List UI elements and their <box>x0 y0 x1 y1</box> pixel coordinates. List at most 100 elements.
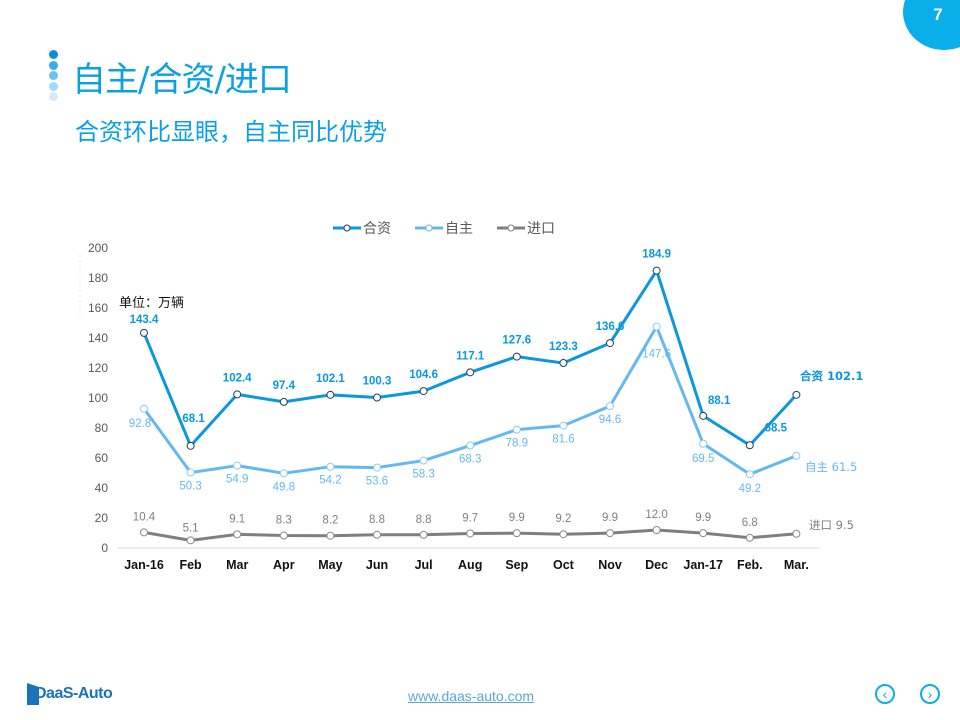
y-tick-label: 100 <box>88 391 108 405</box>
data-point-marker <box>512 352 521 361</box>
x-tick-label: Feb <box>179 558 202 572</box>
data-point-marker <box>792 529 801 538</box>
data-label: 117.1 <box>456 350 485 362</box>
data-label: 68.5 <box>765 422 788 434</box>
data-point-marker <box>606 529 614 538</box>
data-point-marker <box>512 425 521 434</box>
legend-label: 进口 <box>527 221 555 237</box>
page-title: 自主/合资/进口 <box>72 60 292 100</box>
data-point-marker <box>140 404 148 413</box>
data-point-marker <box>699 411 708 420</box>
data-point-marker <box>699 529 708 538</box>
y-tick-label: 80 <box>95 421 109 435</box>
data-point-marker <box>559 421 568 430</box>
data-label: 104.6 <box>409 369 438 381</box>
page-subtitle: 合资环比显眼，自主同比优势 <box>75 118 387 146</box>
data-label: 68.1 <box>182 413 205 425</box>
data-label: 97.4 <box>273 380 296 392</box>
x-tick-label: Dec <box>645 558 668 572</box>
website-link[interactable]: www.daas-auto.com <box>408 688 535 704</box>
data-point-marker <box>699 439 708 448</box>
series-end-label: 合资 102.1 <box>800 369 863 383</box>
data-label: 50.3 <box>179 481 201 493</box>
y-tick-label: 180 <box>88 271 108 285</box>
data-point-marker <box>606 339 614 348</box>
chevron-right-icon: › <box>927 686 933 702</box>
x-tick-label: Mar <box>226 558 248 572</box>
decoration-dot <box>49 92 58 101</box>
data-point-marker <box>466 368 475 377</box>
prev-slide-button[interactable]: ‹ <box>875 684 895 704</box>
data-label: 92.8 <box>129 418 151 430</box>
x-tick-label: Oct <box>553 558 575 572</box>
data-point-marker <box>373 463 381 472</box>
decoration-dot <box>49 60 58 70</box>
data-point-marker <box>652 322 661 331</box>
data-point-marker <box>279 469 288 478</box>
legend-label: 自主 <box>445 221 473 237</box>
data-label: 94.6 <box>599 414 621 426</box>
legend-label: 合资 <box>363 221 391 237</box>
unit-label: 单位：万辆 <box>119 296 185 311</box>
series-end-label: 进口 9.5 <box>809 518 854 532</box>
data-point-marker <box>745 533 754 542</box>
x-tick-label: Aug <box>458 558 482 572</box>
y-tick-label: 0 <box>101 541 108 555</box>
data-point-marker <box>745 441 754 450</box>
data-label: 9.2 <box>555 513 571 525</box>
data-label: 88.1 <box>708 395 731 407</box>
data-point-marker <box>233 390 242 399</box>
series-end-label: 自主 61.5 <box>805 460 857 474</box>
data-label: 123.3 <box>549 341 578 353</box>
data-label: 54.2 <box>319 475 341 487</box>
data-point-marker <box>606 402 614 411</box>
data-point-marker <box>466 529 475 538</box>
data-point-marker <box>419 387 428 396</box>
data-point-marker <box>559 359 568 368</box>
data-point-marker <box>279 531 288 540</box>
data-label: 9.9 <box>509 512 525 524</box>
data-label: 58.3 <box>412 469 434 481</box>
data-label: 69.5 <box>692 453 714 465</box>
data-point-marker <box>186 441 195 450</box>
data-label: 6.8 <box>742 517 758 529</box>
x-tick-label: May <box>318 558 342 572</box>
data-point-marker <box>512 529 521 538</box>
data-point-marker <box>326 462 335 471</box>
data-point-marker <box>652 526 661 534</box>
data-point-marker <box>559 530 568 539</box>
x-tick-label: Feb. <box>737 558 763 572</box>
data-point-marker <box>233 530 242 539</box>
y-tick-label: 160 <box>88 301 108 315</box>
data-label: 9.9 <box>695 512 711 524</box>
decoration-dot <box>49 50 58 59</box>
data-point-marker <box>373 530 381 539</box>
x-tick-label: Jun <box>366 558 388 572</box>
data-label: 8.2 <box>322 515 338 527</box>
next-slide-button[interactable]: › <box>920 684 940 704</box>
x-tick-label: Mar. <box>784 558 809 572</box>
y-tick-label: 200 <box>88 241 108 255</box>
y-tick-label: 120 <box>88 361 108 375</box>
data-point-marker <box>186 536 195 545</box>
data-label: 8.3 <box>276 515 292 527</box>
data-label: 53.6 <box>366 476 388 488</box>
data-label: 8.8 <box>369 514 385 526</box>
data-point-marker <box>652 266 661 275</box>
y-tick-label: 140 <box>88 331 108 345</box>
data-label: 78.9 <box>506 438 528 450</box>
legend-marker-icon <box>507 224 515 232</box>
data-point-marker <box>373 393 381 402</box>
data-label: 68.3 <box>459 454 481 466</box>
x-tick-label: Sep <box>505 558 528 572</box>
data-label: 8.8 <box>416 514 432 526</box>
y-tick-label: 20 <box>95 511 109 525</box>
data-point-marker <box>419 456 428 465</box>
daas-auto-logo-icon <box>27 683 39 705</box>
logo-text: DaaS-Auto <box>35 685 113 702</box>
data-label: 49.8 <box>273 481 295 493</box>
x-tick-label: Apr <box>273 558 295 572</box>
data-label: 5.1 <box>183 522 199 534</box>
data-label: 9.1 <box>229 513 245 525</box>
data-point-marker <box>466 441 475 450</box>
